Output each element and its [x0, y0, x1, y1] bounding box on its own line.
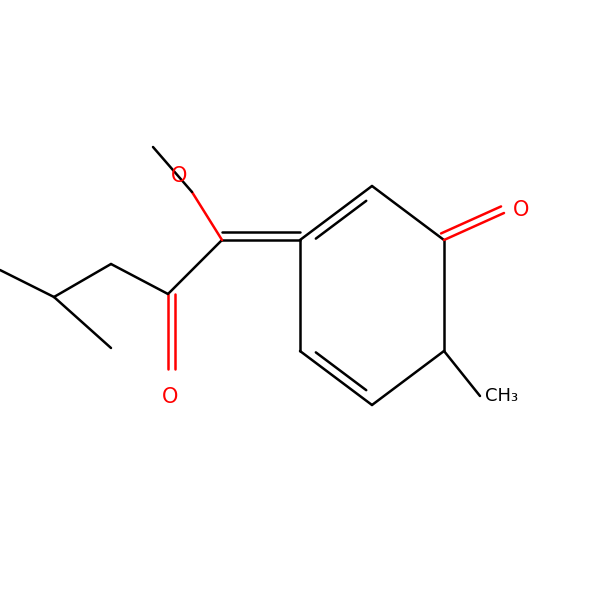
Text: O: O: [161, 387, 178, 407]
Text: O: O: [513, 200, 529, 220]
Text: CH₃: CH₃: [485, 387, 518, 405]
Text: O: O: [171, 166, 187, 186]
